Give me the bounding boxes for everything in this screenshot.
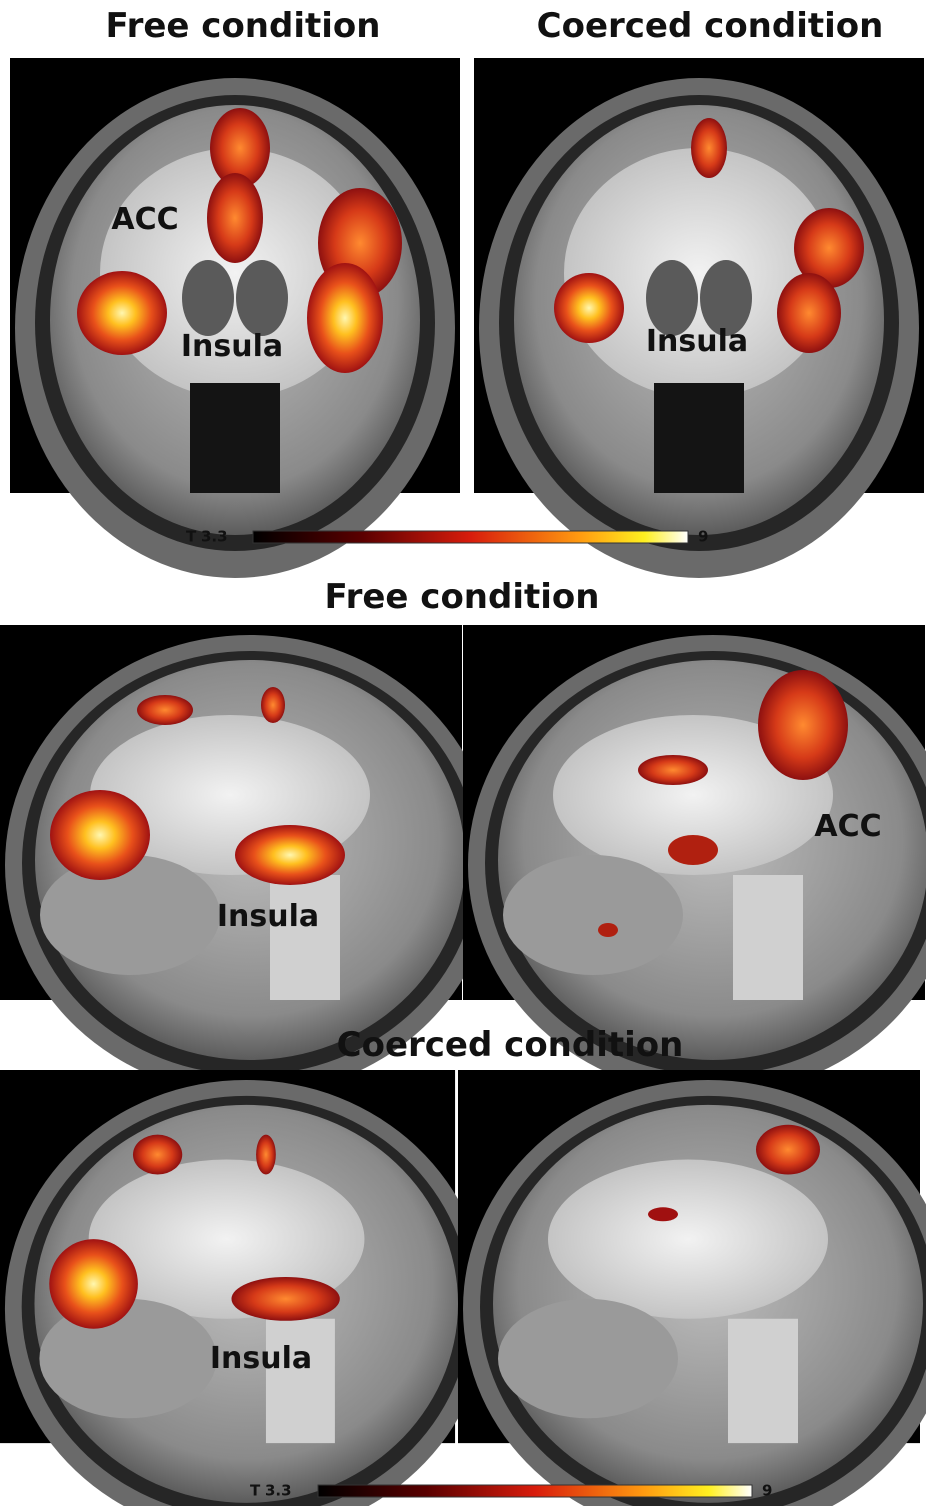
brain-image — [0, 1070, 488, 1506]
title: Free condition — [106, 6, 381, 46]
region-label: Insula — [181, 329, 283, 364]
colorbar-min: 3.3 — [265, 1482, 292, 1500]
colorbar-stat: T — [186, 528, 197, 546]
title: Free condition — [325, 577, 600, 617]
title: Coerced condition — [537, 6, 884, 46]
brain-image — [10, 58, 460, 578]
colorbar-max: 9 — [762, 1482, 772, 1500]
colorbar — [253, 531, 688, 543]
colorbar — [318, 1485, 752, 1497]
figure: Free condition Coerced condition ACC Ins… — [0, 0, 926, 1506]
colorbar-min: 3.3 — [201, 528, 228, 546]
brain-image — [458, 1070, 926, 1506]
region-label: Insula — [646, 324, 748, 359]
title: Coerced condition — [337, 1025, 684, 1065]
region-label: ACC — [111, 202, 178, 237]
page: Free condition Coerced condition ACC Ins… — [0, 0, 926, 1506]
colorbar-stat: T — [250, 1482, 261, 1500]
brain-image — [474, 58, 924, 578]
region-label: ACC — [814, 809, 881, 844]
region-label: Insula — [217, 899, 319, 934]
region-label: Insula — [210, 1341, 312, 1376]
colorbar-max: 9 — [698, 528, 708, 546]
